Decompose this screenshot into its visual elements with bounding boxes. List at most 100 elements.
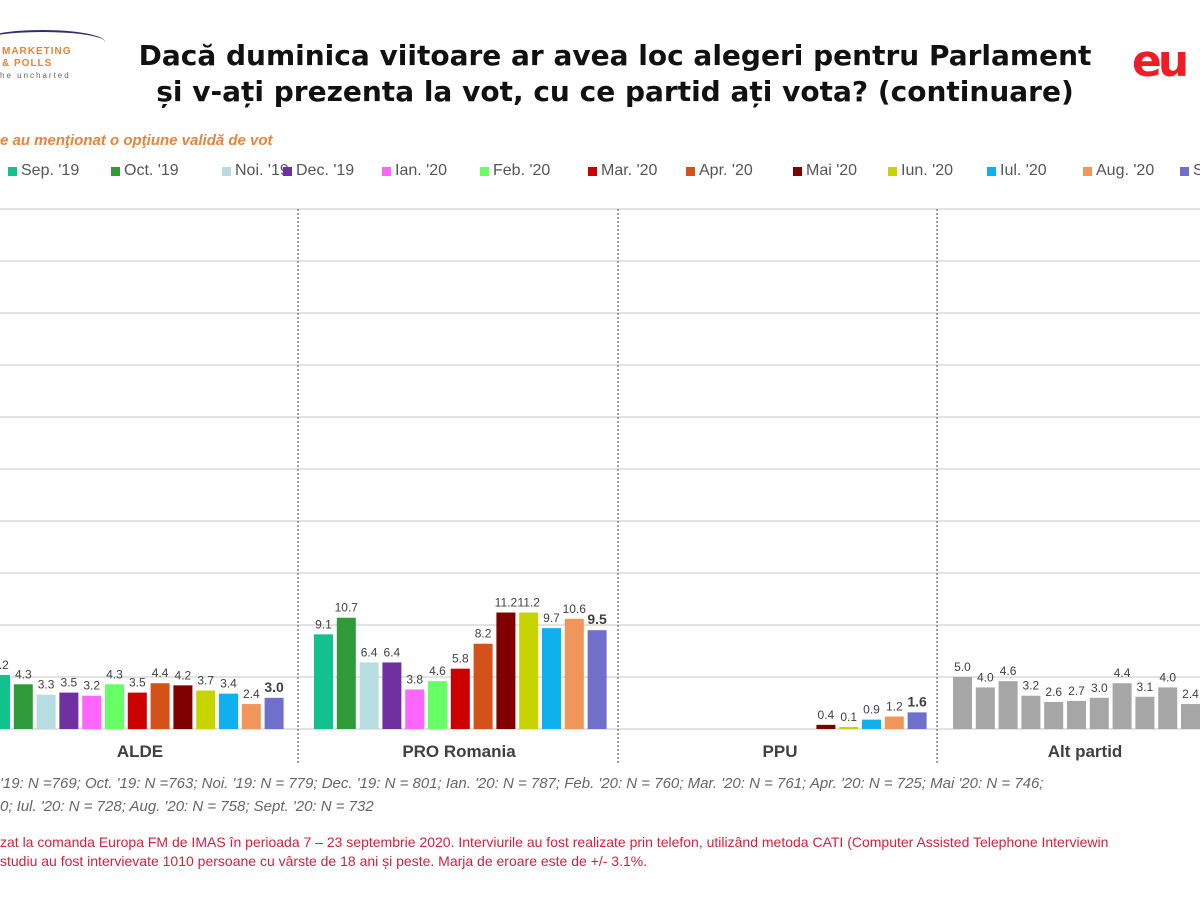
method-note-line-1: zat la comanda Europa FM de IMAS în peri… xyxy=(0,834,1109,850)
legend-item: Apr. '20 xyxy=(686,162,753,180)
legend-swatch xyxy=(111,166,120,176)
sample-note-line-2: 0; Iul. '20: N = 728; Aug. '20: N = 758;… xyxy=(0,798,374,815)
data-label: 2.6 xyxy=(1045,685,1062,699)
legend-swatch xyxy=(480,166,489,176)
legend-item: Oct. '19 xyxy=(111,162,179,180)
data-label: 3.0 xyxy=(264,679,284,695)
bar xyxy=(1044,701,1064,729)
bar xyxy=(1021,695,1041,729)
legend-swatch xyxy=(686,166,695,176)
data-label: 3.2 xyxy=(83,679,100,693)
methodology-note: zat la comanda Europa FM de IMAS în peri… xyxy=(0,833,1108,871)
bar xyxy=(907,712,927,729)
legend-swatch xyxy=(793,166,802,176)
logo-text-polls: & POLLS xyxy=(2,58,53,69)
bar xyxy=(1158,687,1178,729)
data-label: 3.2 xyxy=(1023,679,1040,693)
data-label: 6.4 xyxy=(361,645,378,659)
bar xyxy=(587,630,607,729)
bar xyxy=(219,693,238,729)
legend-item: Ian. '20 xyxy=(382,162,447,180)
bar xyxy=(542,628,561,729)
legend-item: Sep. '19 xyxy=(8,162,79,180)
legend-swatch xyxy=(1180,166,1189,176)
data-label: 2.4 xyxy=(243,687,260,701)
bar xyxy=(405,689,425,729)
chart-subtitle: e au menţionat o opţiune validă de vot xyxy=(0,132,273,149)
legend-swatch xyxy=(283,166,292,176)
bar xyxy=(36,694,56,729)
bar xyxy=(336,617,356,729)
bar xyxy=(196,690,216,729)
legend-swatch xyxy=(987,166,996,176)
data-label: 9.5 xyxy=(587,611,607,627)
data-label: 9.1 xyxy=(315,617,332,631)
bar xyxy=(496,612,516,729)
data-label: 4.3 xyxy=(15,667,32,681)
data-label: 4.4 xyxy=(1114,666,1131,680)
legend-swatch xyxy=(8,166,17,176)
bar xyxy=(264,697,284,729)
legend-label: S xyxy=(1193,162,1200,179)
bar-chart: 5.2 4.3 3.3 3.5 3.2 4.3 3.5 4.4 4.2 3.7 3.4 2.4 3.0 A… xyxy=(0,208,1200,765)
category-label: ALDE xyxy=(117,742,163,761)
legend-label: Apr. '20 xyxy=(699,162,753,179)
legend-label: Mar. '20 xyxy=(601,162,658,179)
data-label: 4.0 xyxy=(1159,670,1176,684)
data-label: 3.0 xyxy=(1091,681,1108,695)
bar xyxy=(127,692,147,729)
legend-item: Mai '20 xyxy=(793,162,857,180)
bar xyxy=(1067,700,1086,729)
legend-swatch xyxy=(888,166,897,176)
imas-logo: MARKETING & POLLS he uncharted xyxy=(0,30,110,84)
bar xyxy=(862,719,881,729)
bar xyxy=(241,704,261,729)
bar xyxy=(564,618,584,729)
bar xyxy=(428,681,447,729)
europa-fm-logo: eu xyxy=(1132,36,1189,87)
legend-item: Iul. '20 xyxy=(987,162,1047,180)
data-label: 5.0 xyxy=(954,660,971,674)
bar xyxy=(150,683,170,729)
data-label: 10.7 xyxy=(335,601,359,615)
bar xyxy=(1135,696,1155,729)
data-label: 5.2 xyxy=(0,658,9,672)
legend-item: S xyxy=(1180,162,1200,180)
data-label: 2.4 xyxy=(1182,687,1199,701)
data-label: 0.1 xyxy=(840,710,857,724)
data-label: 3.5 xyxy=(129,676,146,690)
bar xyxy=(816,724,836,729)
data-label: 3.7 xyxy=(197,674,214,688)
legend-item: Iun. '20 xyxy=(888,162,953,180)
bar xyxy=(839,727,859,729)
data-label: 4.4 xyxy=(152,666,169,680)
legend-label: Oct. '19 xyxy=(124,162,179,179)
legend-item: Aug. '20 xyxy=(1083,162,1154,180)
legend-label: Feb. '20 xyxy=(493,162,551,179)
bar xyxy=(975,687,995,729)
bar xyxy=(519,612,539,729)
legend-item: Feb. '20 xyxy=(480,162,550,180)
sample-size-note: '19: N =769; Oct. '19: N =763; Noi. '19:… xyxy=(0,772,1043,818)
chart-title: Dacă duminica viitoare ar avea loc alege… xyxy=(110,38,1120,110)
bar xyxy=(105,684,124,729)
logo-tagline: he uncharted xyxy=(0,71,71,80)
bar xyxy=(1112,683,1132,729)
bar xyxy=(13,684,33,729)
legend-label: Dec. '19 xyxy=(296,162,355,179)
data-label: 1.2 xyxy=(886,700,903,714)
legend-swatch xyxy=(382,166,391,176)
bar xyxy=(953,677,972,729)
bar xyxy=(884,716,904,729)
data-label: 3.8 xyxy=(406,672,423,686)
legend-label: Iun. '20 xyxy=(901,162,953,179)
bar xyxy=(359,662,379,729)
legend-swatch xyxy=(588,166,597,176)
data-label: 5.8 xyxy=(452,652,469,666)
data-label: 11.2 xyxy=(495,596,518,610)
bar xyxy=(82,695,102,729)
data-label: 3.4 xyxy=(220,677,237,691)
data-label: 1.6 xyxy=(907,693,927,709)
data-label: 3.3 xyxy=(38,678,55,692)
data-label: 4.2 xyxy=(175,668,192,682)
